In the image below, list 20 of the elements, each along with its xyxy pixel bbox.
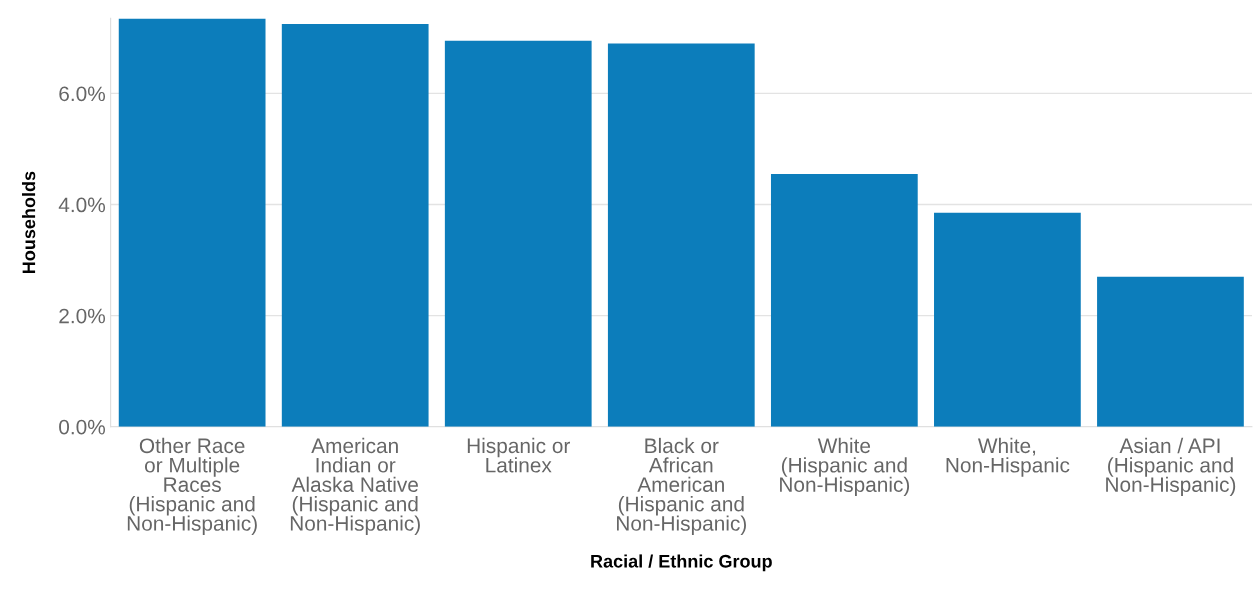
- x-tick-label: Black or African American (Hispanic and Non-Hispanic): [617, 437, 746, 535]
- y-tick-label: 2.0%: [59, 308, 106, 324]
- y-tick-label: 6.0%: [59, 86, 106, 102]
- bar: [1097, 276, 1244, 427]
- y-tick-label: 0.0%: [59, 419, 106, 435]
- x-tick-label: American Indian or Alaska Native (Hispanic and Non-Hispanic): [290, 437, 420, 535]
- x-tick-label: White (Hispanic and Non-Hispanic): [780, 437, 910, 497]
- x-tick-label: Hispanic or Latinex: [467, 437, 570, 473]
- bar: [934, 212, 1081, 427]
- y-tick-label: 4.0%: [58, 197, 106, 213]
- bar: [118, 18, 266, 427]
- bar: [607, 43, 755, 427]
- bar: [281, 23, 429, 427]
- x-tick-label: Other Race or Multiple Races (Hispanic and Non-Hispanic): [127, 437, 257, 535]
- x-axis-title: Racial / Ethnic Group: [591, 554, 772, 572]
- x-tick-label: White, Non-Hispanic: [946, 437, 1070, 477]
- bar: [444, 40, 592, 427]
- bar: [770, 173, 918, 427]
- y-axis-title: Households: [22, 171, 36, 274]
- x-tick-label: Asian / API (Hispanic and Non-Hispanic): [1106, 437, 1236, 497]
